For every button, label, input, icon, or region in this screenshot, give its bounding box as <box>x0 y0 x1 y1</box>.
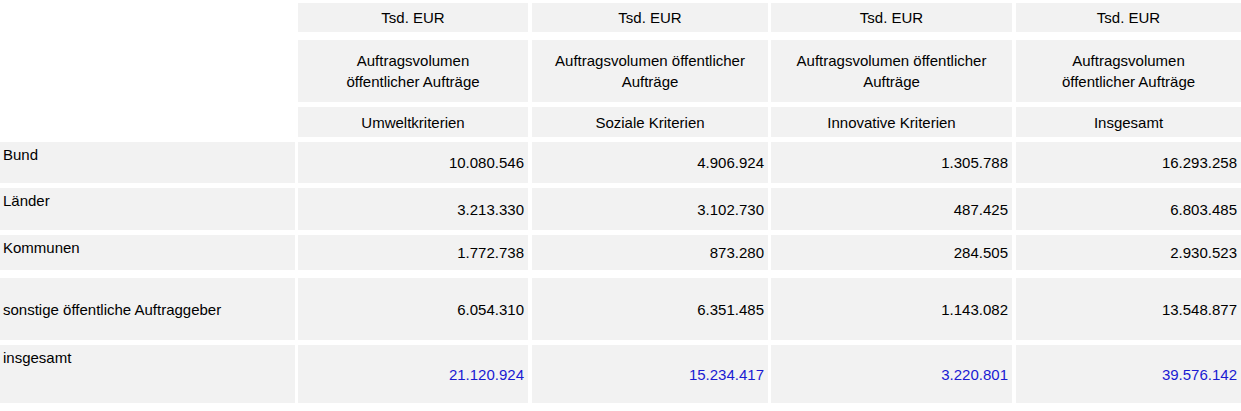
table-row: Länder 3.213.330 3.102.730 487.425 6.803… <box>0 188 1241 230</box>
table-cell: 873.280 <box>532 235 768 270</box>
header-corner-blank <box>0 107 295 137</box>
table-cell: 284.505 <box>771 235 1012 270</box>
row-label: Bund <box>0 142 295 183</box>
table-cell: 16.293.258 <box>1016 142 1241 183</box>
table-cell: 3.213.330 <box>298 188 528 230</box>
column-unit-header: Tsd. EUR <box>532 3 768 32</box>
column-criteria-header: Insgesamt <box>1016 107 1241 137</box>
table-cell: 10.080.546 <box>298 142 528 183</box>
header-corner-blank <box>0 40 295 102</box>
table-cell: 6.803.485 <box>1016 188 1241 230</box>
table-cell: 6.351.485 <box>532 278 768 340</box>
table-row-total: insgesamt 21.120.924 15.234.417 3.220.80… <box>0 345 1241 403</box>
table-cell-total: 21.120.924 <box>298 345 528 403</box>
header-corner-blank <box>0 3 295 32</box>
column-group-header: Auftragsvolumen öffentlicher Aufträge <box>532 40 768 102</box>
table-cell-total: 39.576.142 <box>1016 345 1241 403</box>
row-label: Länder <box>0 188 295 230</box>
column-criteria-header: Umweltkriterien <box>298 107 528 137</box>
table-cell: 1.305.788 <box>771 142 1012 183</box>
table-cell: 2.930.523 <box>1016 235 1241 270</box>
table-cell: 487.425 <box>771 188 1012 230</box>
table-row: sonstige öffentliche Auftraggeber 6.054.… <box>0 278 1241 340</box>
header-row-criteria: Umweltkriterien Soziale Kriterien Innova… <box>0 107 1241 137</box>
table-cell-total: 3.220.801 <box>771 345 1012 403</box>
table-cell: 6.054.310 <box>298 278 528 340</box>
table-cell: 13.548.877 <box>1016 278 1241 340</box>
column-group-header: Auftragsvolumen öffentlicher Aufträge <box>1016 40 1241 102</box>
column-group-header: Auftragsvolumen öffentlicher Aufträge <box>298 40 528 102</box>
column-unit-header: Tsd. EUR <box>298 3 528 32</box>
column-unit-header: Tsd. EUR <box>771 3 1012 32</box>
column-criteria-header: Soziale Kriterien <box>532 107 768 137</box>
row-label: insgesamt <box>0 345 295 403</box>
column-criteria-header: Innovative Kriterien <box>771 107 1012 137</box>
table-cell: 1.143.082 <box>771 278 1012 340</box>
data-table: Tsd. EUR Tsd. EUR Tsd. EUR Tsd. EUR Auft… <box>0 0 1241 411</box>
table-cell: 3.102.730 <box>532 188 768 230</box>
table-cell: 4.906.924 <box>532 142 768 183</box>
header-row-units: Tsd. EUR Tsd. EUR Tsd. EUR Tsd. EUR <box>0 3 1241 32</box>
table-cell-total: 15.234.417 <box>532 345 768 403</box>
table-row: Kommunen 1.772.738 873.280 284.505 2.930… <box>0 235 1241 270</box>
header-row-group: Auftragsvolumen öffentlicher Aufträge Au… <box>0 40 1241 102</box>
row-label: sonstige öffentliche Auftraggeber <box>0 278 295 340</box>
column-group-header: Auftragsvolumen öffentlicher Aufträge <box>771 40 1012 102</box>
row-label: Kommunen <box>0 235 295 270</box>
table-cell: 1.772.738 <box>298 235 528 270</box>
column-unit-header: Tsd. EUR <box>1016 3 1241 32</box>
table-row: Bund 10.080.546 4.906.924 1.305.788 16.2… <box>0 142 1241 183</box>
